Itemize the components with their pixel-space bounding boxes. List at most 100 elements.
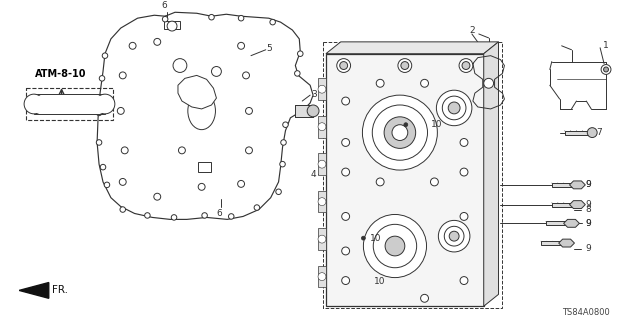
Circle shape xyxy=(384,117,415,148)
Circle shape xyxy=(237,180,244,187)
Text: 9: 9 xyxy=(586,219,591,228)
Circle shape xyxy=(121,147,128,154)
Bar xyxy=(318,78,326,100)
Bar xyxy=(546,221,568,225)
Circle shape xyxy=(340,61,348,69)
Bar xyxy=(564,131,592,135)
Circle shape xyxy=(254,205,260,210)
Text: 10: 10 xyxy=(371,234,382,243)
Ellipse shape xyxy=(188,92,216,130)
Bar xyxy=(34,96,105,112)
Circle shape xyxy=(460,212,468,220)
Circle shape xyxy=(448,102,460,114)
Circle shape xyxy=(318,198,326,205)
Circle shape xyxy=(318,235,326,243)
Circle shape xyxy=(276,189,282,195)
Bar xyxy=(318,153,326,175)
Circle shape xyxy=(318,273,326,281)
Circle shape xyxy=(104,182,109,188)
Circle shape xyxy=(362,95,437,170)
Circle shape xyxy=(228,214,234,219)
Circle shape xyxy=(376,178,384,186)
Circle shape xyxy=(318,160,326,168)
Circle shape xyxy=(246,147,252,154)
Text: 9: 9 xyxy=(586,180,591,189)
Bar xyxy=(26,88,113,120)
Circle shape xyxy=(198,183,205,190)
Circle shape xyxy=(145,213,150,218)
Circle shape xyxy=(401,61,409,69)
Circle shape xyxy=(270,20,275,25)
Circle shape xyxy=(342,276,349,284)
Circle shape xyxy=(209,14,214,20)
Text: 9: 9 xyxy=(586,180,591,189)
Circle shape xyxy=(342,247,349,255)
Circle shape xyxy=(96,110,102,116)
Circle shape xyxy=(460,276,468,284)
Circle shape xyxy=(129,42,136,49)
Circle shape xyxy=(462,61,470,69)
Circle shape xyxy=(364,214,426,277)
Text: 6: 6 xyxy=(216,209,222,218)
Circle shape xyxy=(484,78,493,88)
Circle shape xyxy=(588,128,597,138)
Circle shape xyxy=(318,123,326,131)
Circle shape xyxy=(154,38,161,45)
Circle shape xyxy=(294,71,300,76)
Circle shape xyxy=(420,79,429,87)
Circle shape xyxy=(24,94,44,114)
Text: ATM-8-10: ATM-8-10 xyxy=(35,69,86,79)
Circle shape xyxy=(307,105,319,117)
Bar xyxy=(198,162,211,172)
Circle shape xyxy=(99,76,105,81)
Circle shape xyxy=(372,105,428,160)
Circle shape xyxy=(243,72,250,79)
Circle shape xyxy=(601,65,611,75)
Text: 9: 9 xyxy=(586,200,591,209)
Circle shape xyxy=(298,51,303,56)
Circle shape xyxy=(459,59,473,72)
Circle shape xyxy=(283,122,288,127)
Circle shape xyxy=(173,59,187,72)
Bar xyxy=(326,54,484,306)
Text: 2: 2 xyxy=(469,26,475,35)
Text: 10: 10 xyxy=(431,120,442,129)
Bar xyxy=(552,203,573,207)
Polygon shape xyxy=(559,239,575,247)
Circle shape xyxy=(202,213,207,218)
Circle shape xyxy=(404,123,408,127)
Text: 10: 10 xyxy=(374,276,386,286)
Polygon shape xyxy=(19,283,49,298)
Circle shape xyxy=(102,53,108,59)
Circle shape xyxy=(460,139,468,147)
Text: 7: 7 xyxy=(596,128,602,137)
Circle shape xyxy=(373,224,417,268)
Circle shape xyxy=(100,164,106,170)
Bar xyxy=(323,42,502,308)
Circle shape xyxy=(342,212,349,220)
Circle shape xyxy=(342,97,349,105)
Bar xyxy=(164,21,180,29)
Circle shape xyxy=(119,72,126,79)
Bar xyxy=(541,241,563,245)
Polygon shape xyxy=(484,42,499,306)
Circle shape xyxy=(117,108,124,114)
Bar xyxy=(552,183,573,187)
Text: 5: 5 xyxy=(267,44,273,53)
Polygon shape xyxy=(570,201,586,209)
Text: FR.: FR. xyxy=(52,285,68,295)
Circle shape xyxy=(120,207,125,212)
Circle shape xyxy=(398,59,412,72)
Circle shape xyxy=(246,108,252,114)
Text: 1: 1 xyxy=(603,41,609,50)
Circle shape xyxy=(95,94,115,114)
Bar xyxy=(318,116,326,138)
Text: 8: 8 xyxy=(586,205,591,214)
Circle shape xyxy=(604,67,609,72)
Circle shape xyxy=(392,125,408,140)
Circle shape xyxy=(154,193,161,200)
Circle shape xyxy=(449,231,459,241)
Circle shape xyxy=(238,15,244,21)
Circle shape xyxy=(442,96,466,120)
Bar xyxy=(318,228,326,250)
